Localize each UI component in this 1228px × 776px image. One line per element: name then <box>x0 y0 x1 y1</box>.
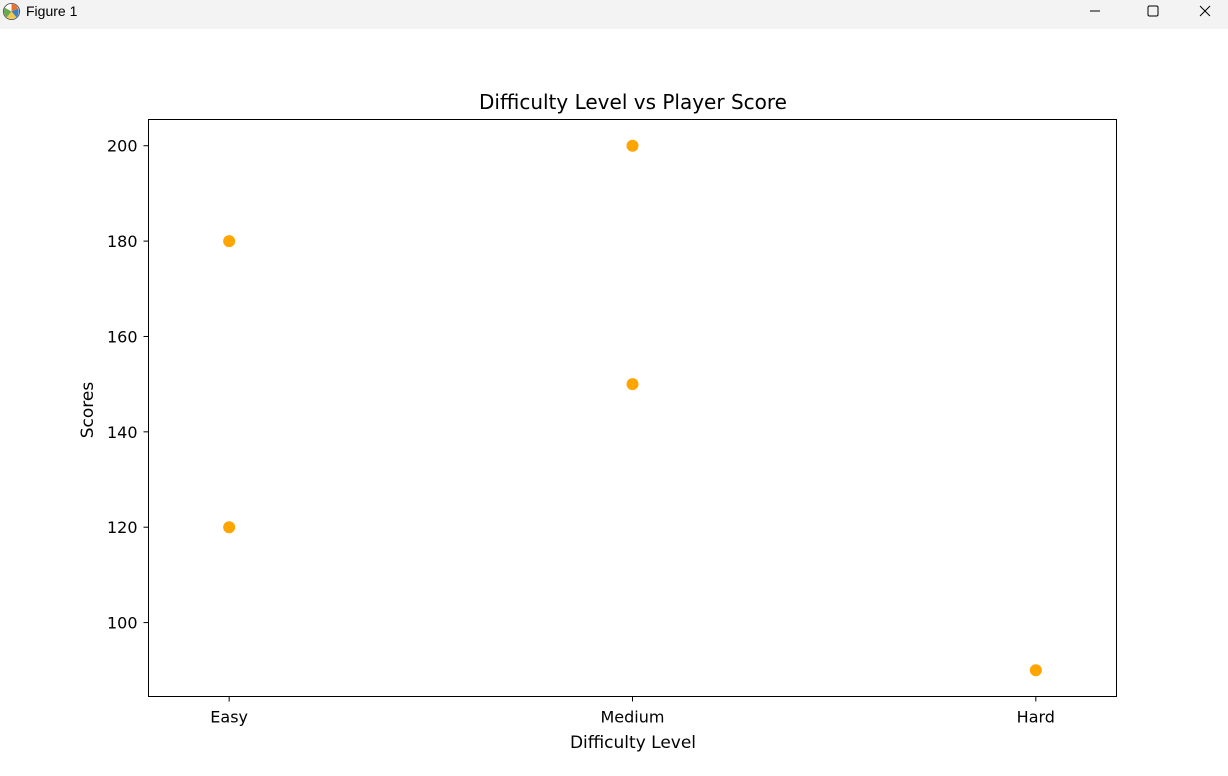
scatter-point-easy-180 <box>223 235 236 248</box>
maximize-button[interactable] <box>1124 0 1182 22</box>
plot-frame <box>148 119 1117 697</box>
scatter-chart: Difficulty Level vs Player Score 1001201… <box>78 90 1117 753</box>
x-tick-label-easy: Easy <box>210 708 248 727</box>
y-tick-label: 200 <box>107 137 138 156</box>
scatter-point-easy-120 <box>223 521 236 534</box>
window-titlebar: Figure 1 <box>0 0 1228 29</box>
scatter-point-medium-150 <box>626 378 639 391</box>
y-tick-label: 100 <box>107 614 138 633</box>
y-tick-label: 140 <box>107 423 138 442</box>
window-title: Figure 1 <box>26 3 78 19</box>
minimize-button[interactable] <box>1066 0 1124 22</box>
close-button[interactable] <box>1182 0 1228 22</box>
x-tick-label-hard: Hard <box>1017 708 1055 727</box>
x-tick-label-medium: Medium <box>601 708 665 727</box>
y-tick-label: 180 <box>107 232 138 251</box>
x-axis-label: Difficulty Level <box>570 733 696 753</box>
y-axis-ticks: 100 120 140 160 180 200 <box>107 137 149 633</box>
x-axis-ticks: Easy Medium Hard <box>210 696 1055 727</box>
matplotlib-icon <box>2 2 21 21</box>
minimize-icon <box>1090 10 1100 12</box>
figure-canvas: Difficulty Level vs Player Score 100 120 1… <box>0 29 1228 772</box>
y-axis-label: Scores <box>78 382 98 439</box>
scatter-point-hard-90 <box>1029 664 1042 677</box>
close-icon <box>1199 5 1211 17</box>
scatter-point-medium-200 <box>626 139 639 152</box>
chart-title: Difficulty Level vs Player Score <box>479 90 787 114</box>
maximize-icon <box>1147 5 1159 17</box>
y-tick-label: 120 <box>107 518 138 537</box>
scatter-points <box>223 139 1042 677</box>
y-tick-label: 160 <box>107 327 138 346</box>
